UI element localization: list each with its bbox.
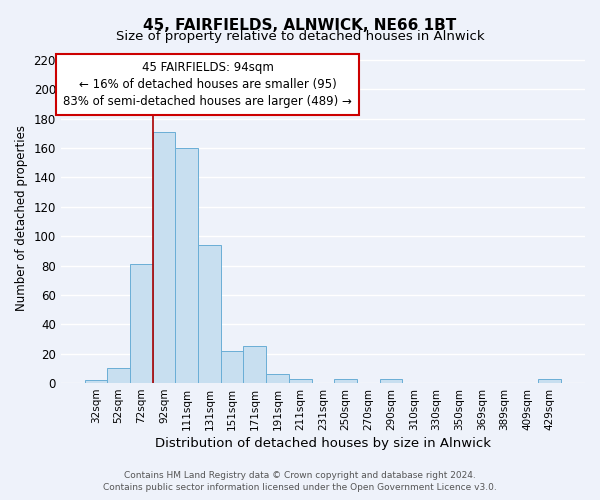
Text: Size of property relative to detached houses in Alnwick: Size of property relative to detached ho…: [116, 30, 484, 43]
Bar: [289, 378, 311, 383]
Bar: [198, 245, 221, 383]
Y-axis label: Number of detached properties: Number of detached properties: [15, 125, 28, 311]
Bar: [266, 374, 289, 383]
Bar: [175, 148, 198, 383]
Bar: [221, 350, 244, 383]
Text: 45 FAIRFIELDS: 94sqm
← 16% of detached houses are smaller (95)
83% of semi-detac: 45 FAIRFIELDS: 94sqm ← 16% of detached h…: [63, 61, 352, 108]
Bar: [152, 132, 175, 383]
Text: 45, FAIRFIELDS, ALNWICK, NE66 1BT: 45, FAIRFIELDS, ALNWICK, NE66 1BT: [143, 18, 457, 32]
Bar: [380, 378, 403, 383]
X-axis label: Distribution of detached houses by size in Alnwick: Distribution of detached houses by size …: [155, 437, 491, 450]
Bar: [334, 378, 357, 383]
Bar: [130, 264, 152, 383]
Bar: [244, 346, 266, 383]
Text: Contains HM Land Registry data © Crown copyright and database right 2024.
Contai: Contains HM Land Registry data © Crown c…: [103, 471, 497, 492]
Bar: [538, 378, 561, 383]
Bar: [85, 380, 107, 383]
Bar: [107, 368, 130, 383]
